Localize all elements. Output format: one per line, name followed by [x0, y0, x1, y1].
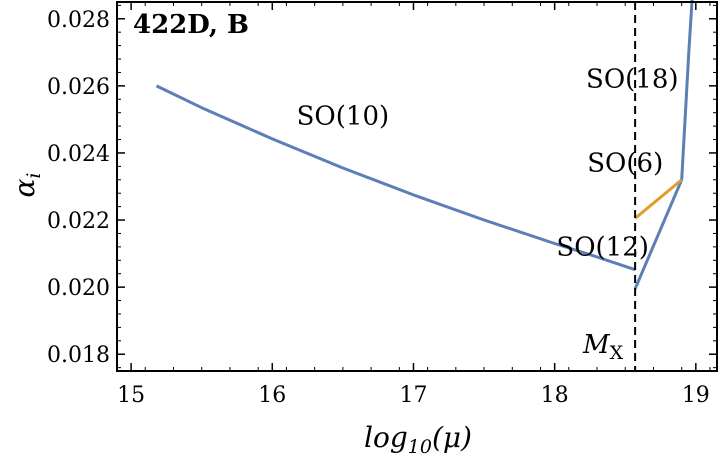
- y-tick-label: 0.028: [47, 8, 110, 33]
- series-line-4: [680, 0, 694, 180]
- x-tick-label: 15: [117, 383, 145, 408]
- x-axis-title: log10(μ): [364, 421, 472, 458]
- region-label: SO(12): [556, 232, 649, 262]
- y-tick-label: 0.024: [47, 142, 110, 167]
- mx-label-m: M: [582, 330, 611, 360]
- marks-layer: [155, 0, 694, 371]
- ticks-layer: [116, 2, 717, 371]
- x-tick-label: 19: [682, 383, 710, 408]
- series-line-3: [634, 178, 683, 220]
- mx-label-sub: X: [610, 342, 624, 364]
- x-tick-label: 18: [541, 383, 569, 408]
- y-tick-label: 0.022: [47, 209, 110, 234]
- y-tick-label: 0.018: [47, 343, 110, 368]
- region-label: SO(10): [297, 101, 390, 131]
- x-tick-label: 16: [258, 383, 286, 408]
- x-axis-title-mu: (μ): [432, 421, 472, 454]
- x-tick-label: 17: [399, 383, 427, 408]
- y-tick-label: 0.026: [47, 75, 110, 100]
- plot-frame: [116, 1, 718, 372]
- y-axis-title: αi: [8, 173, 45, 198]
- y-axis-title-sub: i: [23, 173, 45, 179]
- chart-title: 422D, B: [133, 10, 249, 40]
- region-label: SO(18): [586, 65, 679, 95]
- x-axis-title-log: log: [364, 421, 408, 454]
- region-label: SO(6): [587, 148, 663, 178]
- y-axis-title-alpha: α: [8, 179, 41, 198]
- mx-label: MX: [582, 330, 624, 364]
- series-line-1: [155, 84, 636, 272]
- series-line-2: [633, 179, 684, 290]
- labels-layer: 15 16 17 18 19 0.018 0.020 0.022 0.024 0.026 0.028…: [47, 8, 710, 408]
- x-axis-title-sub: 10: [408, 436, 432, 458]
- y-tick-label: 0.020: [47, 276, 110, 301]
